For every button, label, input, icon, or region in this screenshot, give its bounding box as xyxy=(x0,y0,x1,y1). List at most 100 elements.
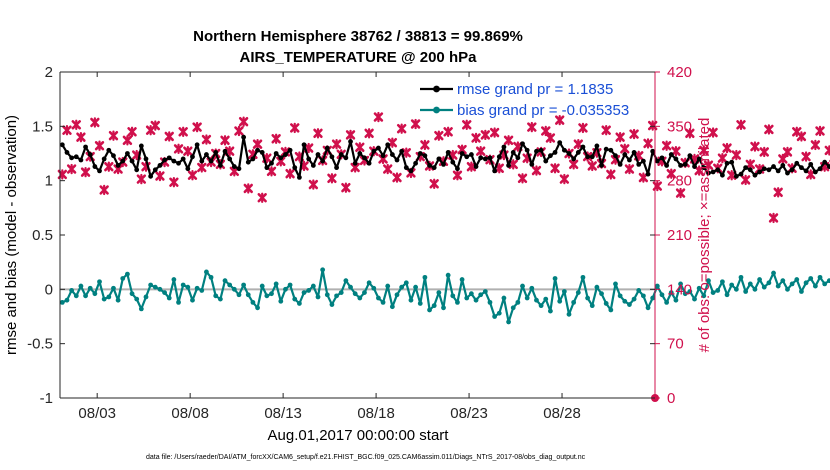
rmse-point xyxy=(571,156,577,162)
bias-point xyxy=(301,290,307,295)
rmse-point xyxy=(455,166,460,172)
bias-point xyxy=(148,282,154,288)
rmse-point xyxy=(287,147,293,153)
x-tick-label: 08/28 xyxy=(543,405,581,422)
legend-marker-rmse xyxy=(433,85,440,93)
rmse-point xyxy=(729,159,735,165)
obs-assimilated-marker xyxy=(345,129,356,141)
rmse-point xyxy=(204,152,209,157)
bias-point xyxy=(445,272,451,278)
rmse-point xyxy=(97,168,102,174)
bias-point xyxy=(352,291,358,297)
bias-point xyxy=(464,295,470,301)
rmse-point xyxy=(129,158,135,164)
bias-point xyxy=(599,291,604,297)
rmse-point xyxy=(668,152,674,157)
bias-point xyxy=(422,274,428,280)
rmse-point xyxy=(334,165,339,171)
rmse-point xyxy=(687,153,693,159)
obs-assimilated-marker xyxy=(475,145,486,157)
obs-assimilated-marker xyxy=(201,134,212,145)
obs-assimilated-marker xyxy=(173,143,184,155)
obs-assimilated-marker xyxy=(169,177,179,188)
obs-assimilated-marker xyxy=(99,184,109,196)
bias-point xyxy=(543,296,549,302)
obs-assimilated-marker xyxy=(234,125,244,137)
y-tick-label-left: 0 xyxy=(45,281,53,298)
rmse-point xyxy=(761,166,767,172)
bias-point xyxy=(668,290,674,295)
rmse-point xyxy=(422,153,428,159)
rmse-point xyxy=(310,163,316,168)
bias-point xyxy=(176,299,181,305)
y-tick-label-right: 280 xyxy=(667,173,692,190)
rmse-point xyxy=(376,145,381,151)
bias-point xyxy=(264,293,270,299)
obs-assimilated-marker xyxy=(308,179,319,190)
rmse-point xyxy=(757,169,762,175)
rmse-point xyxy=(190,154,195,160)
rmse-point xyxy=(524,147,530,153)
bias-point xyxy=(571,299,577,305)
rmse-point xyxy=(106,147,112,153)
obs-assimilated-marker xyxy=(396,123,407,134)
bias-point xyxy=(510,305,516,311)
bias-point xyxy=(343,278,349,284)
rmse-point xyxy=(152,167,158,173)
bias-point xyxy=(185,284,191,290)
obs-assimilated-marker xyxy=(243,183,253,194)
obs-assimilated-marker xyxy=(108,130,119,141)
y-tick-label-left: 0.5 xyxy=(32,227,53,244)
y-tick-label-right: 350 xyxy=(667,118,692,135)
bias-point xyxy=(427,307,432,313)
obs-assimilated-marker xyxy=(810,139,821,151)
bias-point xyxy=(59,299,65,305)
obs-assimilated-marker xyxy=(643,138,653,149)
rmse-point xyxy=(803,168,809,174)
obs-assimilated-marker xyxy=(578,122,588,134)
bias-point xyxy=(208,274,214,280)
rmse-point xyxy=(255,147,260,153)
bias-point xyxy=(385,283,391,289)
obs-assimilated-marker xyxy=(671,145,681,157)
obs-assimilated-marker xyxy=(220,135,230,146)
rmse-point xyxy=(301,142,307,148)
rmse-point xyxy=(143,156,149,162)
bias-point xyxy=(371,285,377,291)
obs-assimilated-marker xyxy=(782,146,793,158)
bias-point xyxy=(87,285,93,291)
bias-point xyxy=(520,283,525,289)
rmse-point xyxy=(794,160,800,166)
bias-point xyxy=(111,285,116,291)
obs-assimilated-marker xyxy=(122,135,133,146)
bias-point xyxy=(69,288,75,293)
rmse-point xyxy=(631,150,637,155)
rmse-point xyxy=(362,155,367,161)
rmse-point xyxy=(785,170,790,176)
rmse-point xyxy=(650,148,656,154)
bias-point xyxy=(682,291,688,297)
obs-assimilated-marker xyxy=(541,125,551,137)
bias-point xyxy=(664,299,670,305)
rmse-point xyxy=(654,158,660,164)
obs-assimilated-marker xyxy=(638,172,649,183)
rmse-point xyxy=(640,158,646,164)
rmse-point xyxy=(417,151,423,156)
obs-assimilated-marker xyxy=(266,166,277,177)
rmse-point xyxy=(622,152,628,157)
rmse-point xyxy=(292,165,298,171)
obs-assimilated-marker xyxy=(150,120,160,131)
rmse-point xyxy=(543,158,549,164)
obs-assimilated-marker xyxy=(290,122,300,134)
rmse-point xyxy=(464,154,470,160)
bias-point xyxy=(431,303,437,309)
bias-point xyxy=(357,295,363,301)
x-axis-label: Aug.01,2017 00:00:00 start xyxy=(268,427,450,444)
bias-point xyxy=(190,297,195,303)
obs-assimilated-marker xyxy=(740,174,751,186)
bias-point xyxy=(152,284,158,290)
obs-assimilated-marker xyxy=(517,173,528,184)
bias-point xyxy=(752,286,758,292)
bias-point xyxy=(552,276,558,281)
